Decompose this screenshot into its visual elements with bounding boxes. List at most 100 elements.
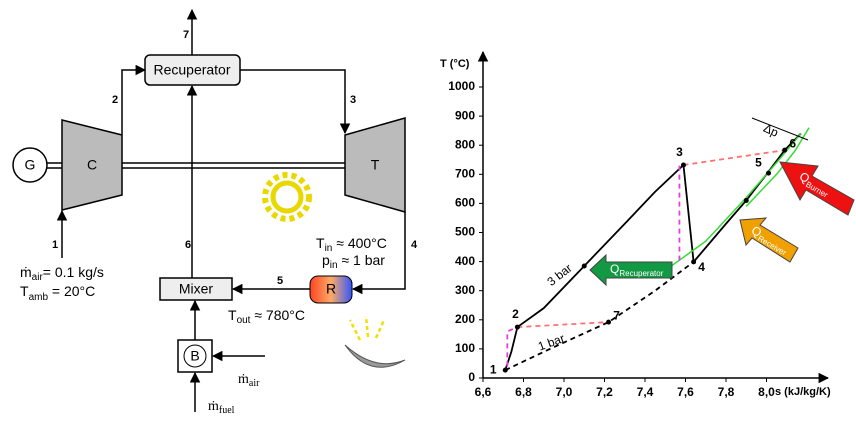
subscript: in xyxy=(325,243,333,254)
symbol: ṁ xyxy=(208,399,219,414)
x-axis-label: s (kJ/kg/K) xyxy=(775,386,831,398)
state-point xyxy=(691,259,697,265)
state-label: 3 xyxy=(350,94,356,106)
subscript: fuel xyxy=(219,405,235,416)
pipe xyxy=(351,212,406,295)
process-line xyxy=(692,132,802,263)
dish xyxy=(344,344,406,368)
state-point xyxy=(502,367,508,373)
mixer-label: Mixer xyxy=(179,281,214,297)
process-line xyxy=(517,321,609,328)
ts-chart: T (°C) s (kJ/kg/K) 0 100 200 300 400 500 600 70… xyxy=(440,50,855,399)
y-tick-label: 400 xyxy=(455,254,475,268)
value: = 0.1 kg/s xyxy=(43,264,104,280)
q-recuperator-arrow xyxy=(589,253,673,287)
state-label: 2 xyxy=(512,307,519,321)
y-tick-label: 100 xyxy=(455,341,475,355)
rays xyxy=(348,315,386,341)
isobar-label: 3 bar xyxy=(544,261,574,289)
state-label: 1 xyxy=(490,362,497,376)
symbol: ṁ xyxy=(238,372,249,387)
generator-label: G xyxy=(25,157,36,173)
t-out: Tout ≈ 780°C xyxy=(228,307,305,326)
marker xyxy=(581,263,587,269)
symbol: T xyxy=(316,235,325,251)
state-label: 5 xyxy=(755,155,762,169)
y-tick-label: 900 xyxy=(455,108,475,122)
turbine-label: T xyxy=(371,157,380,173)
q-burner-arrow xyxy=(779,161,855,216)
symbol: p xyxy=(322,252,330,268)
x-tick-label: 7,6 xyxy=(677,385,694,399)
subscript: air xyxy=(32,272,44,283)
compressor xyxy=(61,119,123,211)
x-tick-label: 7,8 xyxy=(718,385,735,399)
y-tick-label: 800 xyxy=(455,137,475,151)
sun xyxy=(262,172,312,222)
y-axis-label: T (°C) xyxy=(440,58,470,70)
value: ≈ 780°C xyxy=(250,307,305,323)
process-line xyxy=(506,326,518,367)
x-tick-label: 7,2 xyxy=(596,385,613,399)
t-in: Tin ≈ 400°C xyxy=(316,235,387,254)
y-tick-label: 200 xyxy=(455,312,475,326)
value: ≈ 400°C xyxy=(332,235,387,251)
subscript: amb xyxy=(29,292,49,303)
value: ≈ 1 bar xyxy=(338,252,386,268)
subscript: Recuperator xyxy=(619,269,663,278)
delta-p-line xyxy=(751,117,809,141)
process-line xyxy=(658,133,802,276)
p-in: pin ≈ 1 bar xyxy=(322,252,385,271)
y-tick-label: 1000 xyxy=(448,79,475,93)
air-flow: ṁair= 0.1 kg/s xyxy=(20,264,104,283)
state-label: 2 xyxy=(112,94,118,106)
q-recuperator: QRecuperator xyxy=(610,262,664,278)
state-label: 6 xyxy=(185,239,191,251)
burner-fuel: ṁfuel xyxy=(208,399,235,416)
process-line xyxy=(683,149,785,166)
x-tick-label: 6,8 xyxy=(515,385,532,399)
subscript: air xyxy=(249,378,260,389)
receiver-label: R xyxy=(326,281,336,297)
y-tick-label: 300 xyxy=(455,283,475,297)
delta-p: Δp xyxy=(761,121,781,140)
state-label: 1 xyxy=(52,239,58,251)
state-label: 7 xyxy=(613,308,620,322)
generator xyxy=(12,147,48,183)
y-tick-label: 700 xyxy=(455,166,475,180)
value: = 20°C xyxy=(48,283,95,299)
state-point xyxy=(606,319,612,325)
state-point xyxy=(766,170,772,176)
burner-label: B xyxy=(190,348,199,364)
compressor-label: C xyxy=(87,157,97,173)
ambient: Tamb = 20°C xyxy=(20,283,95,303)
subscript: in xyxy=(330,260,338,271)
burner xyxy=(183,344,207,368)
recuperator-label: Recuperator xyxy=(153,62,230,78)
symbol: T xyxy=(20,283,29,299)
process-line xyxy=(516,164,685,328)
pipe xyxy=(240,69,351,135)
symbol: Q xyxy=(610,262,619,276)
x-tick-label: 6,6 xyxy=(475,385,492,399)
schematic: G C T Recuperator Mixer R B 1 2 3 4 5 6 … xyxy=(12,8,418,416)
x-tick-label: 8,0 xyxy=(758,385,775,399)
state-point xyxy=(514,324,520,330)
process-line xyxy=(504,261,695,371)
state-label: 4 xyxy=(411,239,418,251)
burner-air: ṁair xyxy=(238,372,260,389)
subscript: out xyxy=(237,315,251,326)
symbol: ṁ xyxy=(20,264,32,280)
state-label: 7 xyxy=(183,29,189,41)
state-point xyxy=(680,162,686,168)
symbol: T xyxy=(228,307,237,323)
pipe xyxy=(121,64,147,135)
state-label: 6 xyxy=(789,136,796,150)
state-point xyxy=(782,147,788,153)
y-tick-label: 0 xyxy=(468,370,475,384)
y-tick-label: 500 xyxy=(455,225,475,239)
marker xyxy=(743,197,749,203)
isobar-label: 1 bar xyxy=(536,331,566,354)
process-line xyxy=(682,164,695,262)
